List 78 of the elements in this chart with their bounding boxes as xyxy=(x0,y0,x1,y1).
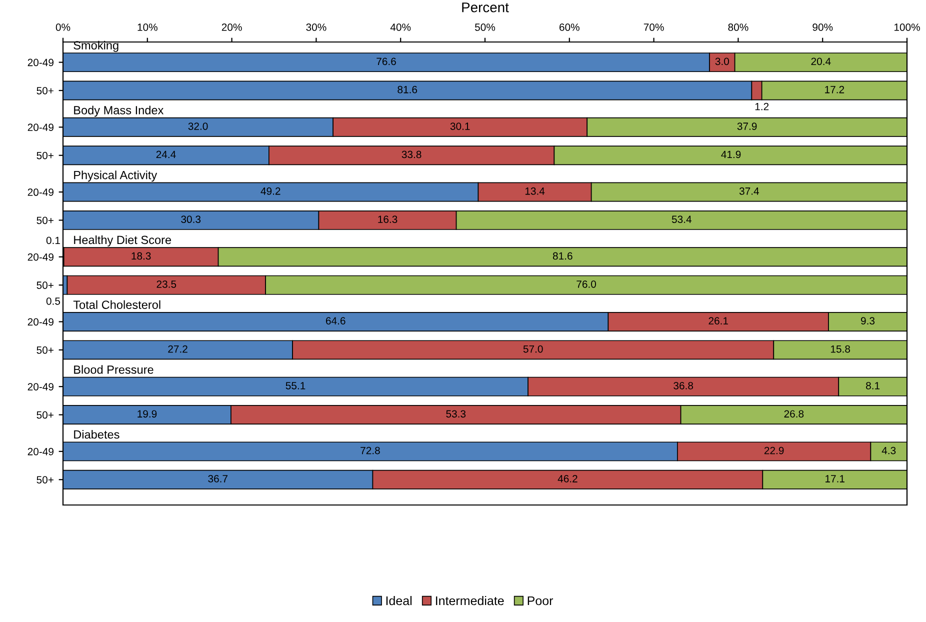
y-tick-label: 20-49 xyxy=(28,124,54,132)
data-label: 81.6 xyxy=(552,252,572,260)
x-tick-label: 100% xyxy=(894,24,920,31)
data-label: 36.8 xyxy=(674,382,694,390)
data-label: 15.8 xyxy=(830,345,850,353)
y-tick-label: 20-49 xyxy=(28,448,54,456)
data-label: 64.6 xyxy=(326,317,346,325)
x-tick-label: 30% xyxy=(306,24,326,31)
x-tick-label: 0% xyxy=(56,24,70,31)
y-tick-label: 20-49 xyxy=(28,188,54,196)
data-label: 37.9 xyxy=(737,122,757,130)
x-tick-label: 50% xyxy=(474,24,496,31)
y-tick-label: 20-49 xyxy=(28,253,54,261)
data-label: 1.2 xyxy=(755,102,769,110)
x-tick-label: 80% xyxy=(728,24,748,31)
y-tick-label: 50+ xyxy=(36,346,54,354)
annotation: Smoking xyxy=(74,40,118,52)
data-label: 46.2 xyxy=(558,475,578,482)
annotation: Total Cholesterol xyxy=(73,300,160,309)
annotation: Body Mass Index xyxy=(74,106,164,117)
y-tick-label: 50+ xyxy=(36,216,54,224)
x-tick-label: 20% xyxy=(222,24,242,31)
data-label: 76.6 xyxy=(376,58,396,66)
data-label: 17.1 xyxy=(825,475,844,482)
x-axis-title: Percent xyxy=(462,2,509,12)
x-tick-label: 90% xyxy=(812,24,833,31)
data-label: 27.2 xyxy=(168,345,188,353)
data-label: 16.3 xyxy=(378,216,398,224)
y-tick-label: 20-49 xyxy=(28,318,54,326)
x-tick-label: 40% xyxy=(390,24,411,31)
data-label: 13.4 xyxy=(525,187,545,195)
data-label: 9.3 xyxy=(861,317,875,325)
data-label: 32.0 xyxy=(188,122,208,130)
data-label: 37.4 xyxy=(739,187,760,195)
y-tick-label: 50+ xyxy=(36,282,54,289)
data-label: 26.8 xyxy=(784,410,804,418)
data-label: 57.0 xyxy=(523,345,543,353)
x-tick-label: 10% xyxy=(138,24,158,31)
data-label: 33.8 xyxy=(402,150,422,158)
annotation: Healthy Diet Score xyxy=(74,235,172,246)
data-label: 3.0 xyxy=(715,58,729,66)
y-tick-label: 50+ xyxy=(36,152,54,160)
data-label: 41.9 xyxy=(721,150,741,158)
x-tick-label: 60% xyxy=(560,24,580,31)
data-label: 24.4 xyxy=(156,150,176,158)
data-label: 0.5 xyxy=(46,297,60,305)
data-label: 19.9 xyxy=(138,410,157,418)
data-label: 49.2 xyxy=(260,187,280,195)
y-tick-label: 20-49 xyxy=(28,383,54,390)
annotation: Diabetes xyxy=(74,430,120,439)
data-label: 72.8 xyxy=(360,446,380,454)
legend-label: Poor xyxy=(528,596,554,606)
legend-label: Ideal xyxy=(386,596,412,606)
annotation: Blood Pressure xyxy=(74,365,154,374)
y-tick-label: 50+ xyxy=(36,411,54,419)
data-label: 30.3 xyxy=(181,216,201,224)
x-tick-label: 70% xyxy=(644,24,664,31)
data-label: 8.1 xyxy=(866,382,880,390)
data-label: 0.1 xyxy=(46,236,60,244)
legend-label: Intermediate xyxy=(436,596,504,606)
data-label: 4.3 xyxy=(882,446,896,454)
data-label: 53.3 xyxy=(446,410,466,418)
data-label: 76.0 xyxy=(576,280,596,288)
data-label: 20.4 xyxy=(811,58,831,66)
data-label: 17.2 xyxy=(825,86,844,94)
data-label: 30.1 xyxy=(450,122,470,130)
data-label: 26.1 xyxy=(708,317,728,325)
data-label: 23.5 xyxy=(156,280,176,288)
data-label: 55.1 xyxy=(286,382,306,390)
y-tick-label: 20-49 xyxy=(28,58,54,66)
y-tick-label: 50+ xyxy=(36,476,54,484)
data-label: 53.4 xyxy=(672,216,692,224)
y-tick-label: 50+ xyxy=(36,87,54,94)
annotation: Physical Activity xyxy=(74,170,158,182)
data-label: 36.7 xyxy=(208,475,228,482)
data-label: 22.9 xyxy=(764,446,784,454)
data-label: 81.6 xyxy=(398,86,418,94)
data-label: 18.3 xyxy=(132,252,151,260)
